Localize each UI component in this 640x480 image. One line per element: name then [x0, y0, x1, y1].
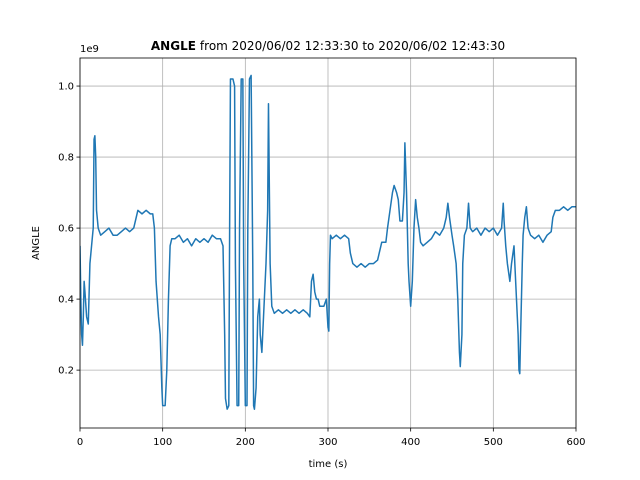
- data-line: [80, 74, 576, 410]
- title-rest: from 2020/06/02 12:33:30 to 2020/06/02 1…: [200, 39, 505, 53]
- x-tick-label: 100: [153, 437, 172, 448]
- x-tick-label: 0: [77, 437, 83, 448]
- offset-text: 1e9: [80, 44, 99, 55]
- y-axis-label: ANGLE: [31, 226, 42, 260]
- plot-frame: [79, 57, 577, 429]
- y-tick-label: 0.4: [58, 295, 74, 306]
- x-tick-label: 300: [318, 437, 337, 448]
- x-tick-label: 200: [236, 437, 255, 448]
- y-tick-label: 0.8: [58, 153, 74, 164]
- x-tick-label: 600: [566, 437, 585, 448]
- y-tick-label: 0.2: [58, 366, 74, 377]
- x-tick-label: 400: [401, 437, 420, 448]
- x-axis-label: time (s): [309, 459, 348, 470]
- title-bold: ANGLE: [151, 39, 196, 53]
- y-tick-label: 0.6: [58, 224, 74, 235]
- x-tick-label: 500: [484, 437, 503, 448]
- chart-title: ANGLE from 2020/06/02 12:33:30 to 2020/06…: [151, 39, 505, 53]
- y-tick-label: 1.0: [58, 82, 74, 93]
